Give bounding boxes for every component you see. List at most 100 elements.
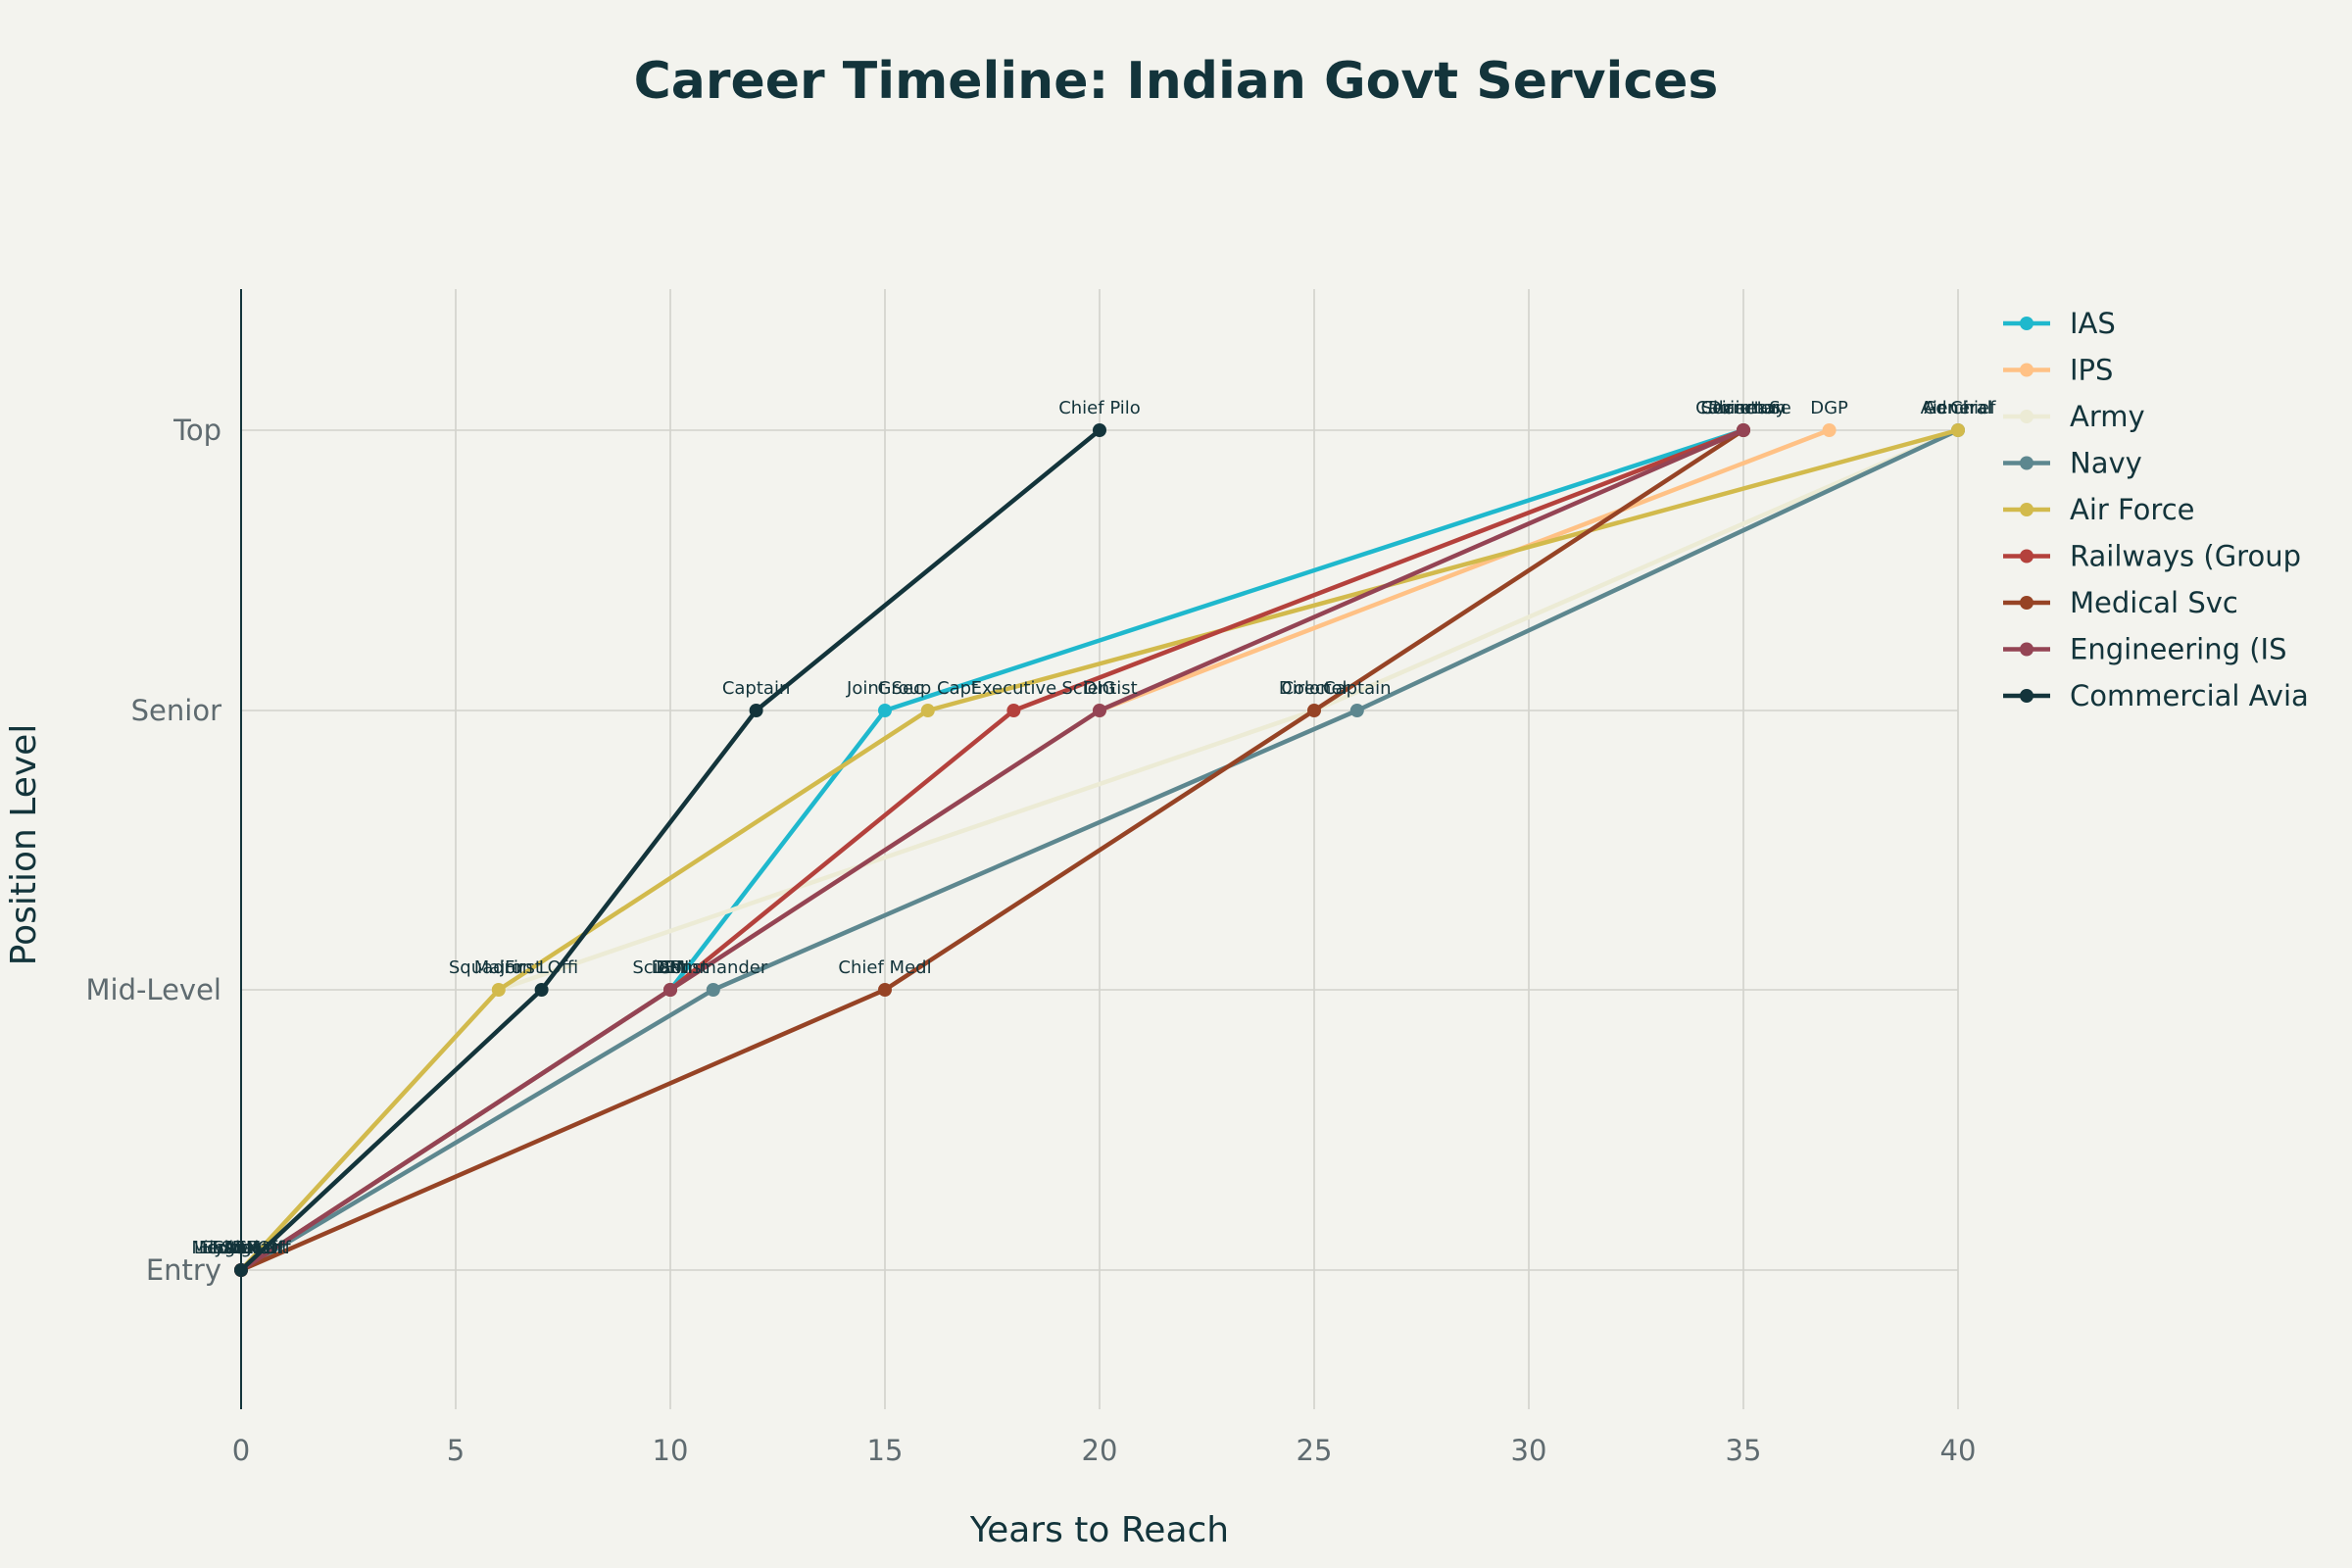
data-label: AEN bbox=[222, 1238, 259, 1258]
y-tick-label: Senior bbox=[131, 694, 221, 727]
data-label: DGP bbox=[1810, 398, 1848, 418]
data-label: Captain bbox=[722, 678, 791, 699]
legend-item-engineering-is[interactable]: Engineering (IS bbox=[2003, 633, 2287, 666]
legend-label: IAS bbox=[2070, 307, 2116, 340]
legend-swatch-marker bbox=[2020, 549, 2034, 564]
data-label: General bbox=[1924, 398, 1993, 418]
x-tick-label: 15 bbox=[867, 1434, 904, 1467]
series-lines bbox=[234, 423, 1965, 1277]
data-label: Major bbox=[474, 957, 524, 978]
data-point[interactable] bbox=[706, 983, 720, 997]
series-line-medical-svc bbox=[238, 427, 1746, 1273]
legend-item-army[interactable]: Army bbox=[2003, 400, 2145, 433]
x-tick-label: 35 bbox=[1726, 1434, 1762, 1467]
data-label: Engineer bbox=[202, 1238, 281, 1258]
data-label: DM bbox=[656, 957, 684, 978]
data-label: DEN bbox=[652, 957, 690, 978]
legend-item-air-force[interactable]: Air Force bbox=[2003, 493, 2195, 526]
legend-item-ias[interactable]: IAS bbox=[2003, 307, 2116, 340]
grid bbox=[241, 289, 1959, 1409]
data-point[interactable] bbox=[878, 704, 892, 717]
x-tick-label: 20 bbox=[1082, 1434, 1118, 1467]
y-tick-label: Entry bbox=[146, 1253, 221, 1287]
series-railways-group bbox=[234, 423, 1750, 1277]
data-point[interactable] bbox=[1951, 423, 1965, 437]
data-point[interactable] bbox=[491, 983, 506, 997]
data-point[interactable] bbox=[1822, 423, 1837, 437]
legend-label: Commercial Avia bbox=[2070, 679, 2309, 712]
series-line-navy bbox=[238, 427, 1961, 1273]
data-label: Medical Off bbox=[191, 1238, 291, 1258]
data-label: Flying Off bbox=[199, 1238, 284, 1258]
data-label: Group Capt bbox=[877, 678, 978, 699]
data-point[interactable] bbox=[1349, 704, 1364, 717]
series-line-ias bbox=[238, 427, 1746, 1273]
y-tick-label: Mid-Level bbox=[85, 973, 221, 1006]
legend-label: Navy bbox=[2070, 447, 2142, 480]
y-tick-label: Top bbox=[172, 414, 221, 447]
chart-title: Career Timeline: Indian Govt Services bbox=[634, 52, 1719, 111]
series-line-engineering-is bbox=[238, 427, 1746, 1273]
x-axis-title: Years to Reach bbox=[969, 1510, 1229, 1550]
data-label: ASP bbox=[224, 1238, 259, 1258]
legend-swatch-marker bbox=[2020, 689, 2034, 703]
data-point[interactable] bbox=[1006, 704, 1021, 717]
data-label: Cabinet Se bbox=[1695, 398, 1791, 418]
data-point[interactable] bbox=[534, 983, 549, 997]
data-label: Commander bbox=[659, 957, 768, 978]
data-point[interactable] bbox=[878, 983, 892, 997]
data-point[interactable] bbox=[1093, 423, 1106, 437]
axis-ticks: 0 5 10 15 20 25 30 35 40 Entry Mid-Level Senior Top bbox=[85, 414, 1976, 1467]
series-line-air-force bbox=[238, 427, 1961, 1273]
legend-item-medical-svc[interactable]: Medical Svc bbox=[2003, 586, 2238, 619]
legend-swatch-marker bbox=[2020, 317, 2034, 330]
data-label: Air Chief bbox=[1921, 398, 1996, 418]
legend-swatch-marker bbox=[2020, 363, 2034, 377]
data-label: Chief Medl bbox=[838, 957, 931, 978]
data-label: Colonel bbox=[1281, 678, 1347, 699]
data-label: Squadron L bbox=[449, 957, 549, 978]
data-label: Joint Sec bbox=[846, 678, 923, 699]
legend-swatch-marker bbox=[2020, 503, 2034, 516]
data-label: SDM bbox=[221, 1238, 262, 1258]
data-point[interactable] bbox=[920, 704, 935, 717]
legend-label: Air Force bbox=[2070, 493, 2195, 526]
legend[interactable]: IAS IPS Army Navy Air Force Railways (Group Me… bbox=[2003, 307, 2309, 712]
legend-item-ips[interactable]: IPS bbox=[2003, 354, 2113, 387]
x-tick-label: 5 bbox=[447, 1434, 465, 1467]
series-line-railways-group bbox=[238, 427, 1746, 1273]
data-label: DIG bbox=[1083, 678, 1115, 699]
series-ias bbox=[234, 423, 1750, 1277]
legend-label: Medical Svc bbox=[2070, 586, 2238, 619]
data-label: First Offi bbox=[505, 957, 578, 978]
data-label: Admiral bbox=[1924, 398, 1991, 418]
data-point[interactable] bbox=[663, 983, 677, 997]
x-tick-label: 10 bbox=[653, 1434, 689, 1467]
series-line-commercial-avia bbox=[238, 427, 1102, 1273]
data-label: Executive bbox=[971, 678, 1057, 699]
data-point[interactable] bbox=[1093, 704, 1106, 717]
x-tick-label: 25 bbox=[1297, 1434, 1333, 1467]
legend-item-navy[interactable]: Navy bbox=[2003, 447, 2142, 480]
y-axis-title: Position Level bbox=[4, 724, 44, 966]
x-tick-label: 0 bbox=[232, 1434, 250, 1467]
data-point[interactable] bbox=[749, 704, 763, 717]
legend-label: IPS bbox=[2070, 354, 2113, 387]
legend-item-railways-group[interactable]: Railways (Group bbox=[2003, 540, 2301, 573]
data-point[interactable] bbox=[1307, 704, 1321, 717]
legend-label: Army bbox=[2070, 400, 2145, 433]
data-label: Chief Pilo bbox=[1058, 398, 1141, 418]
series-medical-svc bbox=[234, 423, 1750, 1277]
x-tick-label: 30 bbox=[1511, 1434, 1547, 1467]
legend-label: Engineering (IS bbox=[2070, 633, 2287, 666]
legend-item-commercial-avia[interactable]: Commercial Avia bbox=[2003, 679, 2309, 712]
legend-swatch-marker bbox=[2020, 642, 2034, 657]
data-label: Trainee bbox=[208, 1238, 272, 1258]
data-point[interactable] bbox=[234, 1263, 248, 1277]
data-label: Sub Lt bbox=[213, 1238, 269, 1258]
series-commercial-avia bbox=[234, 423, 1106, 1277]
data-label: SP bbox=[660, 957, 681, 978]
data-label: Scientist bbox=[632, 957, 708, 978]
data-point[interactable] bbox=[1737, 423, 1750, 437]
